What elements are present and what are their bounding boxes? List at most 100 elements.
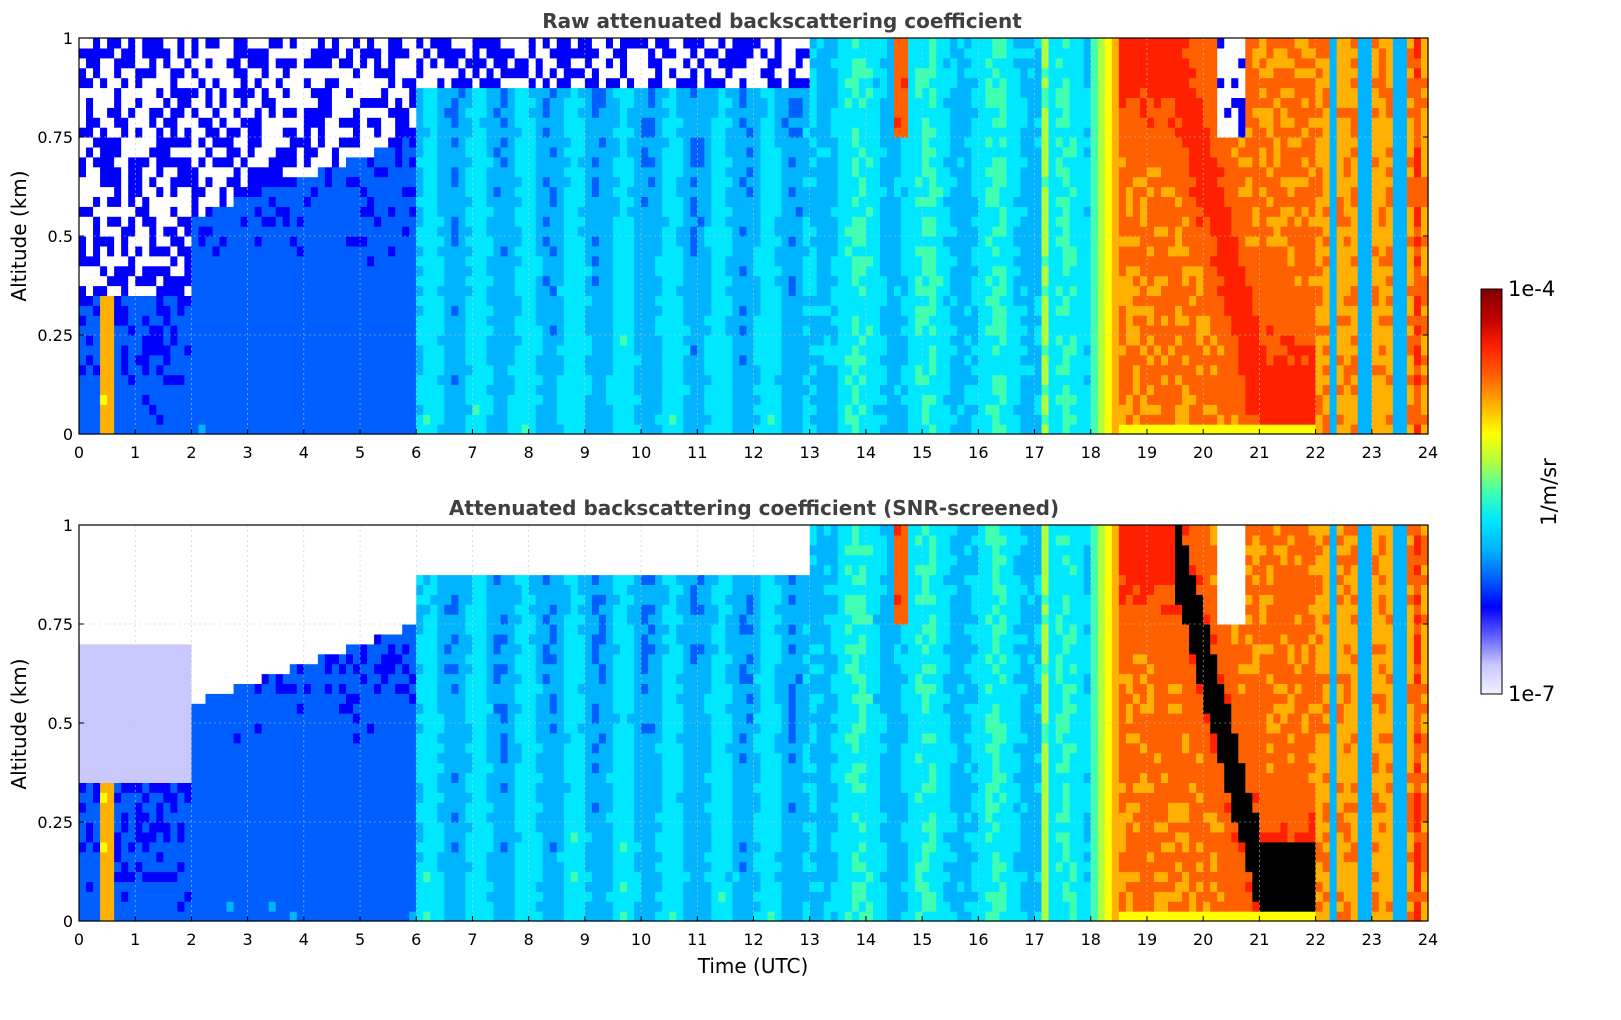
heatmap-cell	[591, 305, 600, 316]
heatmap-cell	[929, 97, 937, 108]
heatmap-cell	[922, 305, 930, 316]
heatmap-cell	[219, 404, 228, 415]
heatmap-cell	[542, 176, 551, 188]
heatmap-cell	[507, 394, 516, 405]
heatmap-cell	[767, 414, 776, 425]
heatmap-cell	[929, 245, 937, 257]
heatmap-cell	[823, 166, 832, 178]
heatmap-cell	[655, 216, 663, 227]
heatmap-cell	[324, 265, 333, 277]
heatmap-cell	[886, 117, 895, 128]
heatmap-cell	[135, 87, 143, 98]
heatmap-cell	[303, 335, 312, 346]
heatmap-cell	[507, 275, 516, 287]
heatmap-cell	[894, 315, 902, 326]
heatmap-cell	[774, 206, 783, 217]
heatmap-cell	[760, 117, 769, 128]
heatmap-cell	[844, 265, 853, 277]
heatmap-cell	[493, 206, 502, 217]
heatmap-cell	[416, 424, 424, 435]
heatmap-cell	[198, 295, 207, 306]
heatmap-cell	[472, 404, 481, 415]
heatmap-cell	[212, 245, 221, 257]
heatmap-cell	[486, 374, 495, 386]
heatmap-cell	[823, 196, 832, 207]
heatmap-cell	[135, 127, 143, 138]
heatmap-cell	[156, 216, 164, 227]
heatmap-cell	[908, 354, 916, 366]
heatmap-cell	[458, 305, 467, 316]
heatmap-cell	[641, 295, 649, 306]
heatmap-cell	[577, 384, 586, 395]
heatmap-cell	[774, 196, 783, 207]
heatmap-cell	[732, 295, 741, 306]
heatmap-cell	[655, 285, 663, 296]
heatmap-cell	[809, 97, 818, 108]
heatmap-cell	[739, 117, 748, 128]
heatmap-cell	[858, 166, 867, 178]
heatmap-cell	[212, 295, 221, 306]
heatmap-cell	[500, 384, 509, 395]
heatmap-cell	[851, 146, 860, 158]
heatmap-cell	[296, 77, 305, 89]
heatmap-cell	[402, 404, 410, 415]
heatmap-cell	[374, 236, 382, 247]
heatmap-cell	[310, 166, 319, 178]
heatmap-cell	[465, 206, 474, 217]
heatmap-cell	[732, 424, 741, 435]
heatmap-cell	[746, 354, 755, 366]
heatmap-cell	[950, 414, 958, 425]
heatmap-cell	[156, 394, 164, 405]
heatmap-cell	[620, 226, 628, 237]
heatmap-cell	[233, 295, 242, 306]
heatmap-cell	[465, 335, 474, 346]
heatmap-cell	[823, 414, 832, 425]
heatmap-cell	[690, 255, 698, 267]
heatmap-cell	[465, 196, 474, 207]
heatmap-cell	[289, 196, 298, 207]
heatmap-cell	[584, 236, 593, 247]
heatmap-cell	[830, 57, 839, 69]
heatmap-cell	[514, 206, 523, 217]
heatmap-cell	[268, 226, 277, 237]
heatmap-cell	[908, 394, 916, 405]
heatmap-cell	[648, 265, 656, 277]
heatmap-cell	[114, 196, 122, 207]
heatmap-cell	[711, 424, 719, 435]
heatmap-cell	[641, 384, 649, 395]
heatmap-cell	[584, 344, 593, 356]
heatmap-cell	[345, 146, 354, 158]
heatmap-cell	[683, 77, 691, 89]
heatmap-cell	[823, 335, 832, 346]
heatmap-cell	[739, 97, 748, 108]
heatmap-cell	[479, 117, 488, 128]
heatmap-cell	[781, 384, 790, 395]
heatmap-cell	[114, 295, 122, 306]
heatmap-cell	[901, 176, 909, 188]
heatmap-cell	[915, 107, 923, 118]
heatmap-cell	[114, 285, 122, 296]
heatmap-cell	[612, 295, 621, 306]
heatmap-cell	[760, 196, 769, 207]
heatmap-cell	[936, 97, 944, 108]
heatmap-cell	[353, 137, 361, 148]
heatmap-cell	[409, 265, 417, 277]
heatmap-cell	[367, 97, 375, 108]
heatmap-cell	[86, 275, 94, 287]
heatmap-cell	[191, 57, 200, 69]
heatmap-cell	[282, 137, 291, 148]
heatmap-cell	[345, 424, 354, 435]
heatmap-cell	[163, 166, 171, 178]
heatmap-cell	[655, 87, 663, 98]
heatmap-cell	[128, 77, 136, 89]
heatmap-cell	[345, 117, 354, 128]
heatmap-cell	[100, 87, 108, 98]
heatmap-cell	[317, 226, 326, 237]
heatmap-cell	[402, 117, 410, 128]
heatmap-cell	[303, 38, 312, 49]
heatmap-cell	[570, 38, 579, 49]
heatmap-cell	[718, 325, 726, 336]
heatmap-cell	[901, 206, 909, 217]
heatmap-cell	[240, 245, 249, 257]
heatmap-cell	[725, 344, 734, 356]
